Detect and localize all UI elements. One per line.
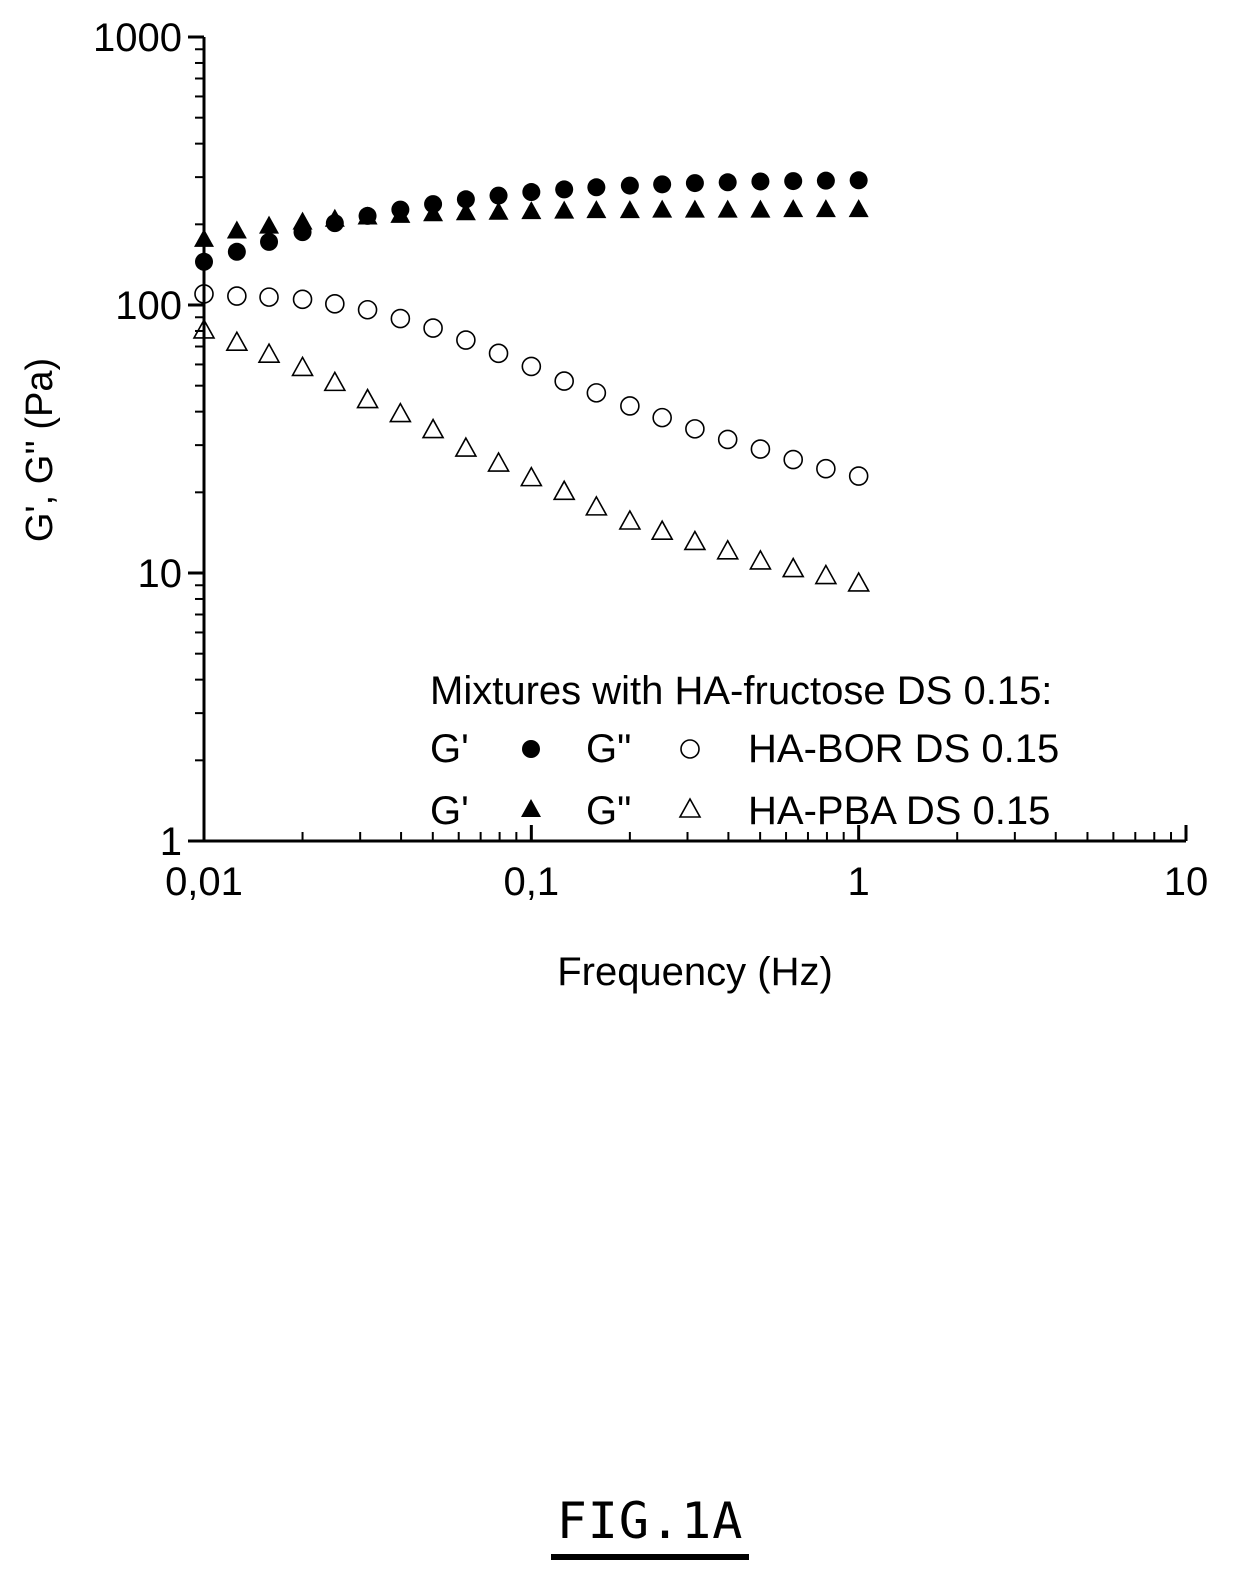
- data-point: [685, 531, 705, 549]
- legend-heading: Mixtures with HA-fructose DS 0.15:: [430, 669, 1052, 713]
- data-point: [259, 344, 279, 362]
- data-point: [521, 468, 541, 486]
- data-point: [751, 440, 769, 458]
- data-point: [457, 331, 475, 349]
- data-point: [784, 451, 802, 469]
- chart-axes: [204, 37, 1186, 841]
- data-point: [718, 541, 738, 559]
- data-point: [554, 201, 574, 219]
- data-point: [194, 229, 214, 247]
- data-point: [325, 372, 345, 390]
- data-point: [652, 200, 672, 218]
- data-point: [587, 178, 605, 196]
- data-point: [586, 200, 606, 218]
- x-tick-label: 1: [848, 860, 870, 904]
- data-point: [195, 253, 213, 271]
- y-axis-label: G', G'' (Pa): [19, 358, 61, 542]
- data-point: [685, 200, 705, 218]
- data-point: [850, 467, 868, 485]
- data-point: [228, 287, 246, 305]
- legend-marker-bor-gprime: [522, 740, 540, 758]
- x-tick-label: 10: [1164, 860, 1209, 904]
- y-tick-label: 1: [160, 820, 182, 864]
- data-point: [358, 390, 378, 408]
- data-point: [293, 357, 313, 375]
- data-point: [423, 420, 443, 438]
- data-point: [719, 173, 737, 191]
- data-point: [294, 290, 312, 308]
- data-point: [686, 174, 704, 192]
- data-point: [653, 175, 671, 193]
- legend-pba-gdoubleprime-label: G": [586, 789, 631, 833]
- data-point: [816, 199, 836, 217]
- data-point: [522, 183, 540, 201]
- data-point: [783, 559, 803, 577]
- data-point: [456, 438, 476, 456]
- legend-marker-pba-gdoubleprime: [680, 799, 700, 817]
- legend: Mixtures with HA-fructose DS 0.15: G' G"…: [430, 669, 1059, 833]
- data-point: [849, 573, 869, 591]
- y-tick-label: 1000: [93, 16, 182, 60]
- data-point: [783, 199, 803, 217]
- data-point: [259, 216, 279, 234]
- data-point: [555, 180, 573, 198]
- data-point: [227, 221, 247, 239]
- data-point: [359, 301, 377, 319]
- legend-pba-name: HA-PBA DS 0.15: [748, 789, 1050, 833]
- data-point: [489, 202, 509, 220]
- data-point: [686, 420, 704, 438]
- data-point: [816, 566, 836, 584]
- data-point: [489, 453, 509, 471]
- legend-bor-gdoubleprime-label: G": [586, 727, 631, 771]
- data-point: [784, 172, 802, 190]
- legend-pba-gprime-label: G': [430, 789, 469, 833]
- data-point: [817, 172, 835, 190]
- data-point: [849, 199, 869, 217]
- data-point: [293, 212, 313, 230]
- data-point: [653, 409, 671, 427]
- data-point: [228, 243, 246, 261]
- y-tick-label: 10: [138, 552, 183, 596]
- data-point: [850, 171, 868, 189]
- data-point: [652, 521, 672, 539]
- data-point: [326, 295, 344, 313]
- series-2: [194, 199, 869, 247]
- data-point: [817, 460, 835, 478]
- data-point: [620, 200, 640, 218]
- legend-marker-bor-gdoubleprime: [681, 740, 699, 758]
- data-point: [587, 384, 605, 402]
- legend-bor-name: HA-BOR DS 0.15: [748, 727, 1059, 771]
- chart-svg: 0,01 0,1 1 10 1 10 100 1000 G', G'' (Pa) Freque…: [0, 0, 1240, 1450]
- data-point: [719, 430, 737, 448]
- data-point: [621, 177, 639, 195]
- data-point: [260, 233, 278, 251]
- data-point: [390, 404, 410, 422]
- data-point: [227, 332, 247, 350]
- legend-bor-gprime-label: G': [430, 727, 469, 771]
- data-point: [424, 319, 442, 337]
- data-point: [620, 511, 640, 529]
- y-tick-label: 100: [115, 284, 182, 328]
- data-point: [490, 344, 508, 362]
- x-tick-label: 0,01: [165, 860, 243, 904]
- x-tick-label: 0,1: [504, 860, 560, 904]
- data-point: [750, 200, 770, 218]
- data-point: [554, 481, 574, 499]
- data-point: [522, 357, 540, 375]
- data-point: [391, 310, 409, 328]
- figure-caption: FIG.1A: [0, 1492, 1240, 1560]
- data-point: [555, 372, 573, 390]
- data-point: [621, 397, 639, 415]
- data-point: [586, 497, 606, 515]
- data-point: [751, 172, 769, 190]
- data-point: [260, 288, 278, 306]
- data-point: [521, 201, 541, 219]
- series-1: [195, 285, 868, 485]
- x-axis-label: Frequency (Hz): [557, 950, 833, 994]
- series-0: [195, 171, 868, 270]
- chart-points: [194, 171, 869, 591]
- data-point: [718, 200, 738, 218]
- data-point: [750, 551, 770, 569]
- legend-marker-pba-gprime: [521, 799, 541, 817]
